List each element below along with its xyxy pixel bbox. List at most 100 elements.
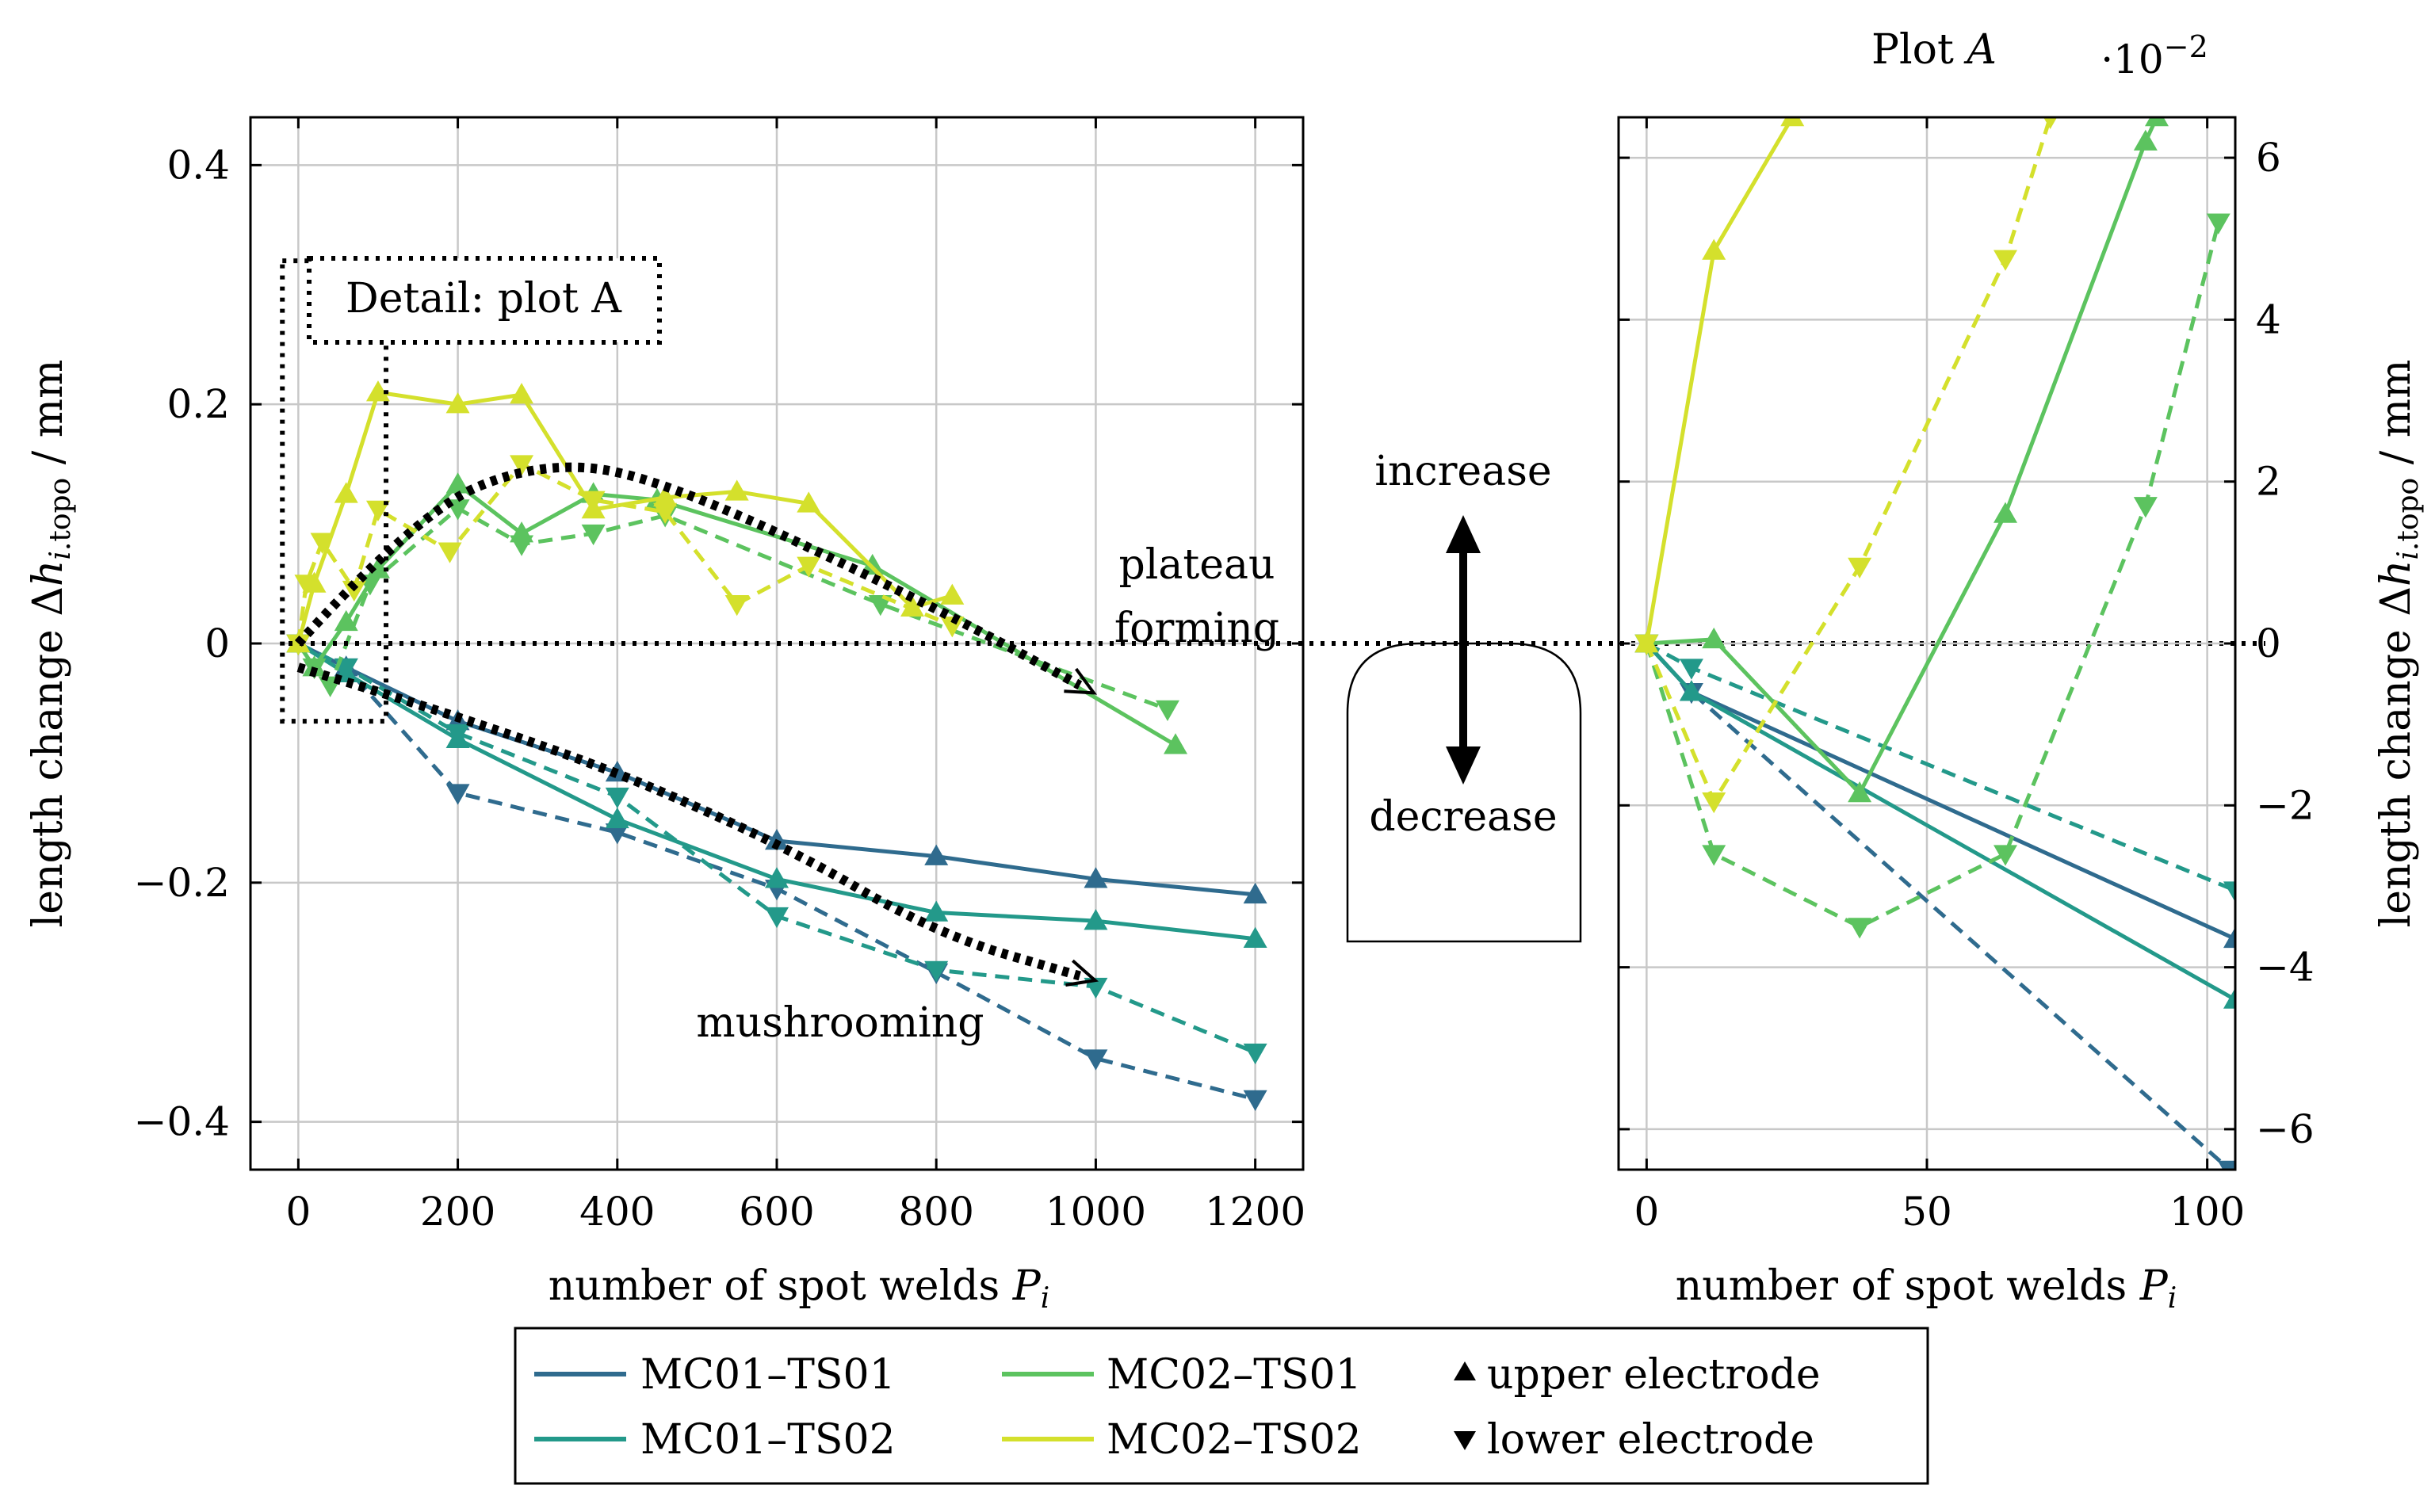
- detail-mc02-ts01-lower-line: [1644, 222, 2221, 930]
- legend: MC01–TS01 MC02–TS01 MC01–TS02 MC02–TS02 …: [514, 1327, 1929, 1485]
- detail-region-box: [280, 258, 389, 724]
- main-xtick-label-200: 200: [420, 1189, 495, 1235]
- detail-mc01-ts02-upper-marker: [2223, 987, 2235, 1009]
- main-mc01-ts02-upper-marker: [605, 807, 629, 829]
- mushrooming-trend-arrowhead-icon: [1065, 959, 1099, 987]
- main-mc02-ts02-upper-marker: [365, 380, 390, 402]
- main-mc01-ts01-upper-marker: [1084, 867, 1108, 888]
- main-mc02-ts02-upper-marker: [334, 482, 358, 503]
- main-mc01-ts01-lower-marker: [1243, 1090, 1267, 1111]
- main-mc02-ts02-upper-marker: [940, 583, 965, 605]
- detail-mc01-ts01-upper-series: [1634, 632, 2235, 949]
- main-mc02-ts01-lower-marker: [510, 535, 534, 556]
- main-mc02-ts02-lower-marker: [510, 455, 534, 476]
- detail-mc02-ts01-upper-marker: [1848, 781, 1872, 803]
- main-xtick-label-600: 600: [739, 1189, 814, 1235]
- main-xtick-label-1200: 1200: [1205, 1189, 1305, 1235]
- main-mc01-ts01-lower-marker: [1084, 1049, 1108, 1071]
- main-mc01-ts02-upper-marker: [1084, 909, 1108, 930]
- detail-mc01-ts02-lower-marker: [2223, 881, 2235, 903]
- detail-mc02-ts01-upper-marker: [2144, 117, 2169, 127]
- arrow-down-icon: [1446, 746, 1481, 785]
- main-mc01-ts02-lower-marker: [1084, 977, 1108, 999]
- detail-mc02-ts01-upper-marker: [1702, 627, 1726, 649]
- detail-mc02-ts02-upper-series: [1634, 117, 1805, 653]
- main-mc02-ts01-lower-marker: [1155, 700, 1179, 721]
- detail-ytick-label-3: 0: [2256, 620, 2281, 666]
- main-mc02-ts02-upper-line: [296, 390, 954, 644]
- detail-mc01-ts01-lower-series: [1634, 634, 2235, 1170]
- legend-label-mc01-ts01: MC01–TS01: [640, 1351, 896, 1399]
- legend-entry-mc02-ts02: MC02–TS02: [1002, 1416, 1362, 1464]
- main-ytick-label-1: −0.2: [134, 860, 230, 906]
- detail-mc02-ts02-lower-marker: [1634, 634, 1659, 655]
- detail-ytick-label-1: −4: [2256, 945, 2315, 991]
- detail-ticks: 0 50 100−6 −4 −2 0 2 4 6: [1619, 117, 2315, 1235]
- detail-mc02-ts01-lower-marker: [2206, 213, 2230, 235]
- detail-mc02-ts01-lower-marker: [1993, 845, 2018, 866]
- electrode-schematic: increase decrease: [1346, 448, 1582, 943]
- main-mc02-ts02-upper-marker: [797, 491, 821, 513]
- main-x-axis-label: number of spot welds Pi: [549, 1262, 1049, 1315]
- main-mc02-ts02-upper-marker: [724, 479, 749, 501]
- main-mc02-ts02-lower-line: [296, 462, 954, 644]
- detail-mc01-ts01-lower-marker: [2217, 1160, 2235, 1170]
- main-mc01-ts02-lower-marker: [765, 907, 789, 929]
- electrode-cap-outline: [1346, 642, 1582, 943]
- detail-plot-panel: 0 50 100−6 −4 −2 0 2 4 6 Plot A ·10−2 number of …: [1617, 26, 2425, 1315]
- legend-label-mc02-ts01: MC02–TS01: [1107, 1351, 1362, 1399]
- legend-entry-mc01-ts02: MC01–TS02: [534, 1416, 896, 1464]
- legend-entry-lower-electrode: lower electrode: [1454, 1416, 1814, 1464]
- detail-mc01-ts01-upper-marker: [2223, 926, 2235, 949]
- main-mc01-ts02-upper-marker: [765, 867, 789, 888]
- main-mc02-ts02-upper-marker: [900, 595, 925, 617]
- detail-ytick-label-6: 6: [2256, 135, 2281, 181]
- main-mc01-ts01-lower-marker: [605, 823, 629, 845]
- main-xtick-label-400: 400: [579, 1189, 655, 1235]
- detail-xtick-label-50: 50: [1902, 1189, 1952, 1235]
- legend-frame: [514, 1327, 1929, 1485]
- detail-mc02-ts01-lower-marker: [1702, 845, 1726, 866]
- main-mc01-ts02-lower-marker: [1243, 1043, 1267, 1065]
- lower-triangle-icon: [1454, 1431, 1476, 1450]
- upper-triangle-icon: [1454, 1361, 1476, 1380]
- main-mc02-ts01-upper-marker: [1164, 733, 1188, 754]
- main-mc02-ts02-lower-marker: [940, 617, 965, 638]
- increase-label: increase: [1374, 448, 1551, 495]
- main-mc02-ts01-upper-line: [296, 482, 1177, 747]
- main-mc02-ts01-upper-marker: [860, 553, 885, 575]
- main-mc01-ts02-lower-marker: [605, 787, 629, 809]
- legend-entry-mc02-ts01: MC02–TS01: [1002, 1351, 1362, 1399]
- main-mc02-ts02-upper-marker: [653, 485, 678, 507]
- legend-label-upper: upper electrode: [1487, 1351, 1821, 1399]
- detail-label: Detail: plot A: [346, 275, 622, 323]
- main-mc02-ts01-lower-marker: [581, 524, 606, 546]
- detail-mc02-ts01-lower-marker: [1848, 918, 1872, 939]
- main-mc01-ts02-lower-marker: [445, 724, 470, 746]
- detail-mc02-ts02-lower-series: [1634, 117, 2058, 814]
- main-xtick-label-800: 800: [898, 1189, 973, 1235]
- main-ticks: 0 200 400 600 800 1000 1200 −0.4 −0.2 0 0.2 0.4: [134, 117, 1305, 1235]
- main-mc02-ts02-lower-marker: [310, 533, 334, 554]
- main-mc02-ts01-lower-marker: [868, 594, 893, 617]
- main-ytick-label-4: 0.4: [166, 142, 230, 188]
- detail-scale-label: ·10−2: [2101, 29, 2208, 82]
- detail-mc02-ts01-upper-series: [1634, 117, 2169, 803]
- plateau-annotation-line2: forming: [1114, 605, 1279, 652]
- detail-title: Plot A: [1871, 26, 1997, 74]
- plateau-forming-trend-arrowhead-icon: [1064, 667, 1098, 695]
- detail-mc02-ts02-upper-line: [1644, 117, 1795, 644]
- main-y-axis-label: length change Δhi.topo / mm: [25, 360, 77, 928]
- plateau-forming-trend-path: [294, 462, 1083, 690]
- detail-mc02-ts01-upper-marker: [1993, 502, 2018, 523]
- main-mc02-ts01-upper-marker: [445, 472, 470, 494]
- mushrooming-trend-path: [296, 662, 1081, 981]
- detail-ytick-label-4: 2: [2256, 459, 2281, 505]
- detail-mc01-ts01-upper-line: [1645, 642, 2235, 941]
- main-mc02-ts02-lower-marker: [724, 594, 749, 617]
- detail-mc01-ts02-lower-marker: [1679, 659, 1703, 680]
- main-trend-arrows: [294, 462, 1099, 987]
- detail-ytick-label-5: 4: [2256, 296, 2281, 342]
- main-ytick-label-3: 0.2: [166, 381, 230, 427]
